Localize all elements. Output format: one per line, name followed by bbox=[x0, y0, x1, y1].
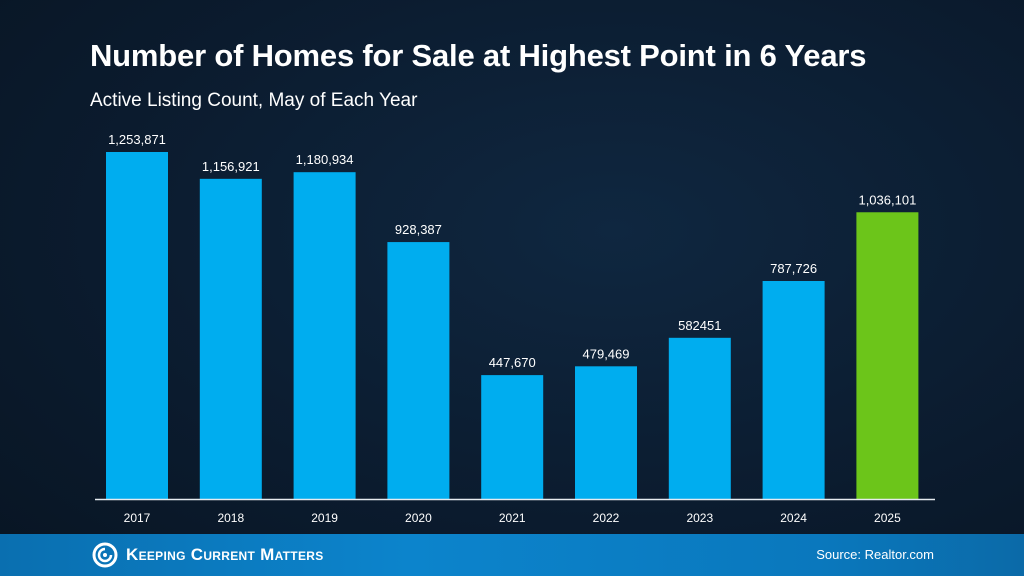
chart-subtitle: Active Listing Count, May of Each Year bbox=[90, 90, 418, 111]
source-note: Source: Realtor.com bbox=[816, 547, 934, 562]
x-tick-label-2020: 2020 bbox=[405, 511, 432, 525]
bar-2025 bbox=[856, 212, 919, 500]
swirl-icon bbox=[92, 542, 118, 568]
data-label-2025: 1,036,101 bbox=[858, 192, 916, 207]
data-label-2019: 1,180,934 bbox=[296, 152, 354, 167]
data-label-2023: 582451 bbox=[678, 318, 721, 333]
bar-2024 bbox=[762, 281, 825, 499]
x-tick-label-2021: 2021 bbox=[499, 511, 526, 525]
x-tick-label-2024: 2024 bbox=[780, 511, 807, 525]
data-label-2024: 787,726 bbox=[770, 261, 817, 276]
x-tick-label-2018: 2018 bbox=[217, 511, 244, 525]
data-label-2020: 928,387 bbox=[395, 222, 442, 237]
bar-2017 bbox=[106, 152, 168, 499]
bar-2018 bbox=[199, 178, 262, 499]
chart-title: Number of Homes for Sale at Highest Poin… bbox=[90, 38, 867, 73]
data-label-2021: 447,670 bbox=[489, 355, 536, 370]
data-label-2018: 1,156,921 bbox=[202, 159, 260, 174]
bar-2023 bbox=[668, 337, 731, 499]
x-tick-label-2022: 2022 bbox=[593, 511, 620, 525]
x-tick-label-2023: 2023 bbox=[686, 511, 713, 525]
x-tick-label-2017: 2017 bbox=[124, 511, 151, 525]
footer: Keeping Current Matters Source: Realtor.… bbox=[0, 534, 1024, 576]
brand-logo: Keeping Current Matters bbox=[92, 542, 324, 568]
bar-2020 bbox=[387, 242, 450, 499]
bar-2019 bbox=[293, 172, 356, 499]
x-tick-label-2025: 2025 bbox=[874, 511, 901, 525]
data-label-2022: 479,469 bbox=[583, 346, 630, 361]
brand-name: Keeping Current Matters bbox=[126, 545, 324, 564]
x-tick-label-2019: 2019 bbox=[311, 511, 338, 525]
data-label-2017: 1,253,871 bbox=[108, 132, 166, 147]
bar-2021 bbox=[481, 375, 544, 499]
bar-2022 bbox=[575, 366, 637, 499]
